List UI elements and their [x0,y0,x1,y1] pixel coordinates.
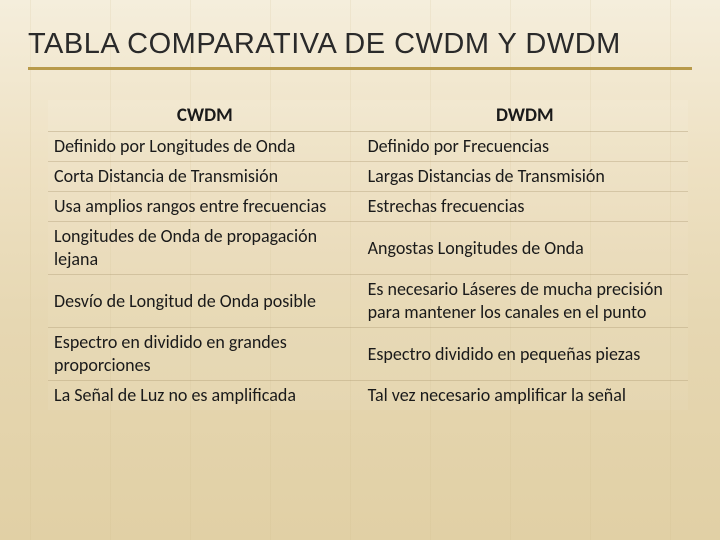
cell-dwdm: Largas Distancias de Transmisión [362,162,688,192]
cell-dwdm: Tal vez necesario amplificar la señal [362,381,688,410]
cell-cwdm: Desvío de Longitud de Onda posible [48,275,362,328]
header-dwdm: DWDM [362,100,688,132]
cell-cwdm: Definido por Longitudes de Onda [48,132,362,162]
cell-dwdm: Espectro dividido en pequeñas piezas [362,328,688,381]
header-cwdm: CWDM [48,100,362,132]
table-row: La Señal de Luz no es amplificada Tal ve… [48,381,688,410]
cell-dwdm: Definido por Frecuencias [362,132,688,162]
table-row: Usa amplios rangos entre frecuencias Est… [48,192,688,222]
table-row: Desvío de Longitud de Onda posible Es ne… [48,275,688,328]
cell-cwdm: La Señal de Luz no es amplificada [48,381,362,410]
cell-cwdm: Usa amplios rangos entre frecuencias [48,192,362,222]
cell-cwdm: Longitudes de Onda de propagación lejana [48,222,362,275]
cell-dwdm: Es necesario Láseres de mucha precisión … [362,275,688,328]
cell-cwdm: Espectro en dividido en grandes proporci… [48,328,362,381]
comparison-table: CWDM DWDM Definido por Longitudes de Ond… [48,100,688,410]
cell-dwdm: Estrechas frecuencias [362,192,688,222]
table-header-row: CWDM DWDM [48,100,688,132]
table-row: Definido por Longitudes de Onda Definido… [48,132,688,162]
slide-content: TABLA COMPARATIVA DE CWDM Y DWDM CWDM DW… [0,0,720,410]
table-row: Longitudes de Onda de propagación lejana… [48,222,688,275]
table-row: Espectro en dividido en grandes proporci… [48,328,688,381]
cell-dwdm: Angostas Longitudes de Onda [362,222,688,275]
table-row: Corta Distancia de Transmisión Largas Di… [48,162,688,192]
cell-cwdm: Corta Distancia de Transmisión [48,162,362,192]
page-title: TABLA COMPARATIVA DE CWDM Y DWDM [28,28,692,70]
